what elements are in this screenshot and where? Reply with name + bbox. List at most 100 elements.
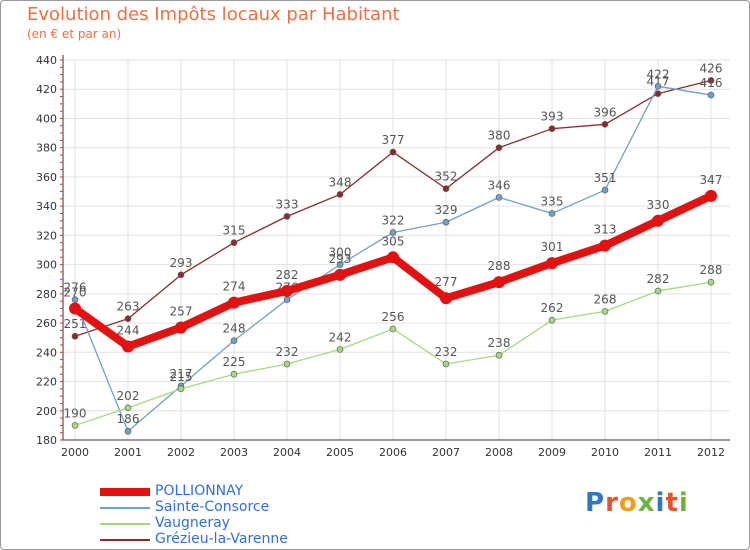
legend-label: Vaugneray — [155, 515, 230, 531]
data-label: 301 — [541, 240, 564, 254]
data-point — [707, 91, 715, 99]
data-point — [654, 83, 662, 90]
x-tick-label: 2003 — [220, 446, 248, 459]
data-point — [228, 296, 240, 309]
data-label: 333 — [276, 197, 299, 211]
y-tick-label: 440 — [36, 54, 57, 67]
data-label: 396 — [594, 105, 617, 119]
y-tick-label: 360 — [36, 171, 57, 184]
data-label: 330 — [647, 198, 670, 212]
data-point — [336, 346, 344, 353]
y-tick-label: 180 — [36, 434, 57, 447]
data-point — [495, 194, 503, 201]
data-label: 215 — [170, 370, 193, 384]
x-tick-label: 2009 — [538, 446, 566, 459]
data-point — [230, 337, 238, 344]
data-point — [601, 121, 609, 128]
x-tick-label: 2006 — [379, 446, 407, 459]
data-label: 190 — [64, 406, 87, 420]
data-label: 232 — [435, 345, 458, 359]
data-point — [124, 315, 132, 322]
x-tick-label: 2011 — [644, 446, 672, 459]
data-point — [442, 360, 450, 368]
data-point — [69, 302, 81, 315]
y-tick-label: 260 — [36, 317, 57, 330]
x-tick-label: 2002 — [167, 446, 195, 459]
data-label: 274 — [223, 280, 246, 294]
data-point — [548, 125, 556, 132]
data-label: 352 — [435, 170, 458, 184]
y-tick-label: 280 — [36, 288, 57, 301]
data-point — [442, 218, 450, 226]
y-tick-label: 380 — [36, 142, 57, 155]
data-label: 277 — [435, 275, 458, 289]
data-point — [230, 370, 238, 378]
data-label: 313 — [594, 223, 617, 237]
data-point — [283, 213, 291, 220]
data-point — [122, 340, 134, 353]
legend-swatch — [100, 507, 150, 509]
data-point — [601, 186, 609, 194]
data-label: 270 — [64, 285, 87, 299]
data-label: 293 — [170, 256, 193, 270]
data-label: 288 — [488, 259, 511, 273]
data-label: 293 — [329, 252, 352, 266]
data-point — [389, 229, 397, 236]
data-label: 263 — [117, 300, 140, 314]
x-tick-label: 2012 — [697, 446, 725, 459]
data-label: 380 — [488, 129, 511, 143]
data-label: 186 — [117, 412, 140, 426]
data-label: 256 — [382, 310, 405, 324]
data-point — [495, 144, 503, 151]
data-label: 248 — [223, 322, 246, 336]
data-point — [548, 316, 556, 324]
x-tick-label: 2007 — [432, 446, 460, 459]
legend-label: Sainte-Consorce — [155, 499, 270, 515]
data-point — [230, 239, 238, 246]
legend-item-grezieu-la-varenne: Grézieu-la-Varenne — [100, 531, 340, 548]
logo-letter: r — [605, 488, 619, 518]
data-label: 305 — [382, 234, 405, 248]
logo-letter: o — [618, 488, 638, 518]
data-point — [599, 239, 611, 252]
data-point — [124, 427, 132, 435]
x-tick-label: 2008 — [485, 446, 513, 459]
data-label: 282 — [647, 272, 670, 286]
legend-item-sainte-consorce: Sainte-Consorce — [100, 499, 340, 516]
logo-letter: P — [585, 488, 606, 518]
y-tick-label: 420 — [36, 83, 57, 96]
legend-item-pollionnay: POLLIONNAY — [100, 483, 340, 500]
data-label: 426 — [700, 61, 723, 75]
data-point — [336, 191, 344, 198]
data-label: 282 — [276, 268, 299, 282]
data-point — [652, 214, 664, 227]
data-point — [548, 210, 556, 217]
y-tick-label: 340 — [36, 200, 57, 213]
data-label: 417 — [647, 75, 670, 89]
data-point — [601, 308, 609, 315]
data-label: 276 — [64, 281, 87, 295]
data-point — [654, 287, 662, 295]
data-point — [124, 404, 132, 412]
data-point — [546, 257, 558, 270]
data-label: 377 — [382, 133, 405, 147]
data-label: 257 — [170, 304, 193, 318]
data-point — [705, 189, 717, 202]
data-point — [495, 351, 503, 359]
y-tick-label: 400 — [36, 112, 57, 125]
data-point — [281, 284, 293, 297]
data-label: 335 — [541, 194, 564, 208]
data-point — [442, 185, 450, 192]
data-point — [707, 77, 715, 84]
data-point — [334, 268, 346, 281]
legend-label: Grézieu-la-Varenne — [155, 531, 288, 547]
data-point — [387, 251, 399, 264]
legend: POLLIONNAY Sainte-Consorce Vaugneray Gré… — [100, 483, 340, 548]
y-tick-label: 200 — [36, 405, 57, 418]
data-label: 393 — [541, 110, 564, 124]
logo-letter: i — [655, 488, 666, 518]
data-label: 217 — [170, 367, 193, 381]
data-point — [654, 90, 662, 97]
